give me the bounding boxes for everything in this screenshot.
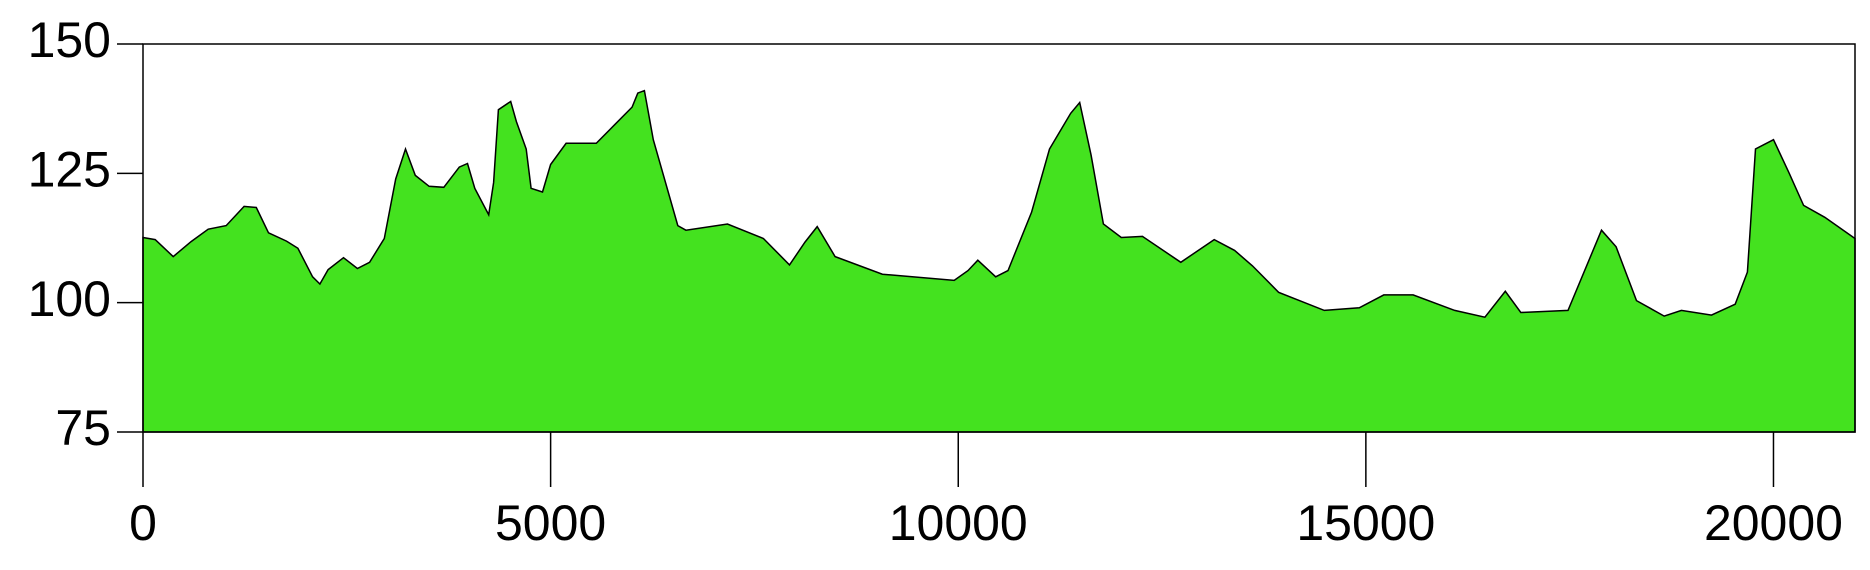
area: [142, 89, 1856, 433]
y-tick-label: 125: [28, 142, 111, 198]
x-tick-label: 10000: [889, 495, 1028, 551]
x-tick-label: 5000: [495, 495, 606, 551]
y-tick-label: 150: [28, 12, 111, 68]
y-tick-label: 100: [28, 271, 111, 327]
x-tick-label: 15000: [1296, 495, 1435, 551]
x-tick-label: 20000: [1704, 495, 1843, 551]
x-tick-label: 0: [129, 495, 157, 551]
plot-frame: [142, 43, 1856, 433]
y-tick-label: 75: [55, 400, 111, 456]
